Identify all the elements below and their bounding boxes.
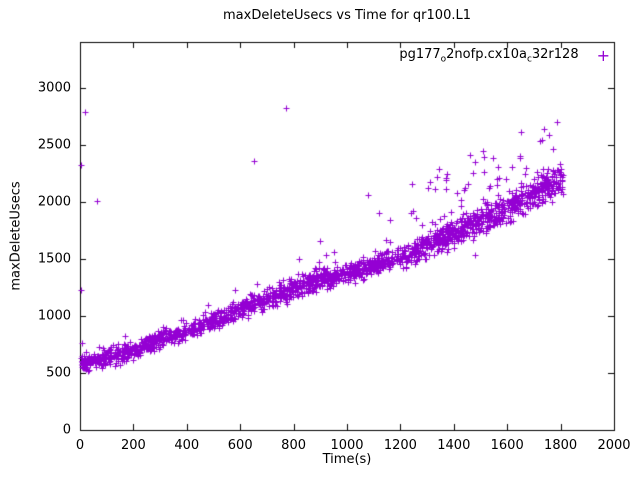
- legend-text-part: pg177: [399, 47, 441, 62]
- legend-plus-marker-icon: +: [596, 45, 610, 65]
- x-tick-label: 1800: [544, 438, 578, 453]
- legend: pg177o2nofp.cx10ac32r128 +: [399, 47, 610, 65]
- x-tick-label: 600: [227, 438, 253, 453]
- y-tick-label: 2500: [37, 137, 71, 153]
- x-tick-label: 2000: [597, 438, 631, 453]
- x-tick-label: 0: [75, 438, 85, 453]
- x-tick-label: 400: [174, 438, 200, 453]
- legend-text-part: 32r128: [531, 47, 579, 62]
- y-axis-label: maxDeleteUsecs: [8, 181, 24, 291]
- legend-text-sub: o: [440, 54, 447, 65]
- y-tick-label: 3000: [37, 80, 71, 96]
- x-tick-label: 1200: [383, 438, 417, 453]
- x-tick-label: 800: [281, 438, 307, 453]
- x-tick-label: 1600: [490, 438, 524, 453]
- legend-text-sub: c: [526, 54, 532, 65]
- x-tick-label: 1400: [437, 438, 471, 453]
- y-tick-label: 2000: [37, 194, 71, 210]
- y-tick-label: 1000: [37, 308, 71, 324]
- legend-text-part: 2nofp.cx10a: [446, 47, 527, 62]
- legend-series-label: pg177o2nofp.cx10ac32r128: [399, 47, 578, 65]
- x-axis-label: Time(s): [322, 452, 372, 467]
- x-tick-label: 1000: [330, 438, 364, 453]
- chart-title: maxDeleteUsecs vs Time for qr100.L1: [223, 8, 471, 23]
- y-tick-label: 500: [46, 365, 71, 381]
- x-tick-label: 200: [120, 438, 146, 453]
- y-tick-label: 1500: [37, 251, 71, 267]
- y-tick-label: 0: [62, 422, 71, 438]
